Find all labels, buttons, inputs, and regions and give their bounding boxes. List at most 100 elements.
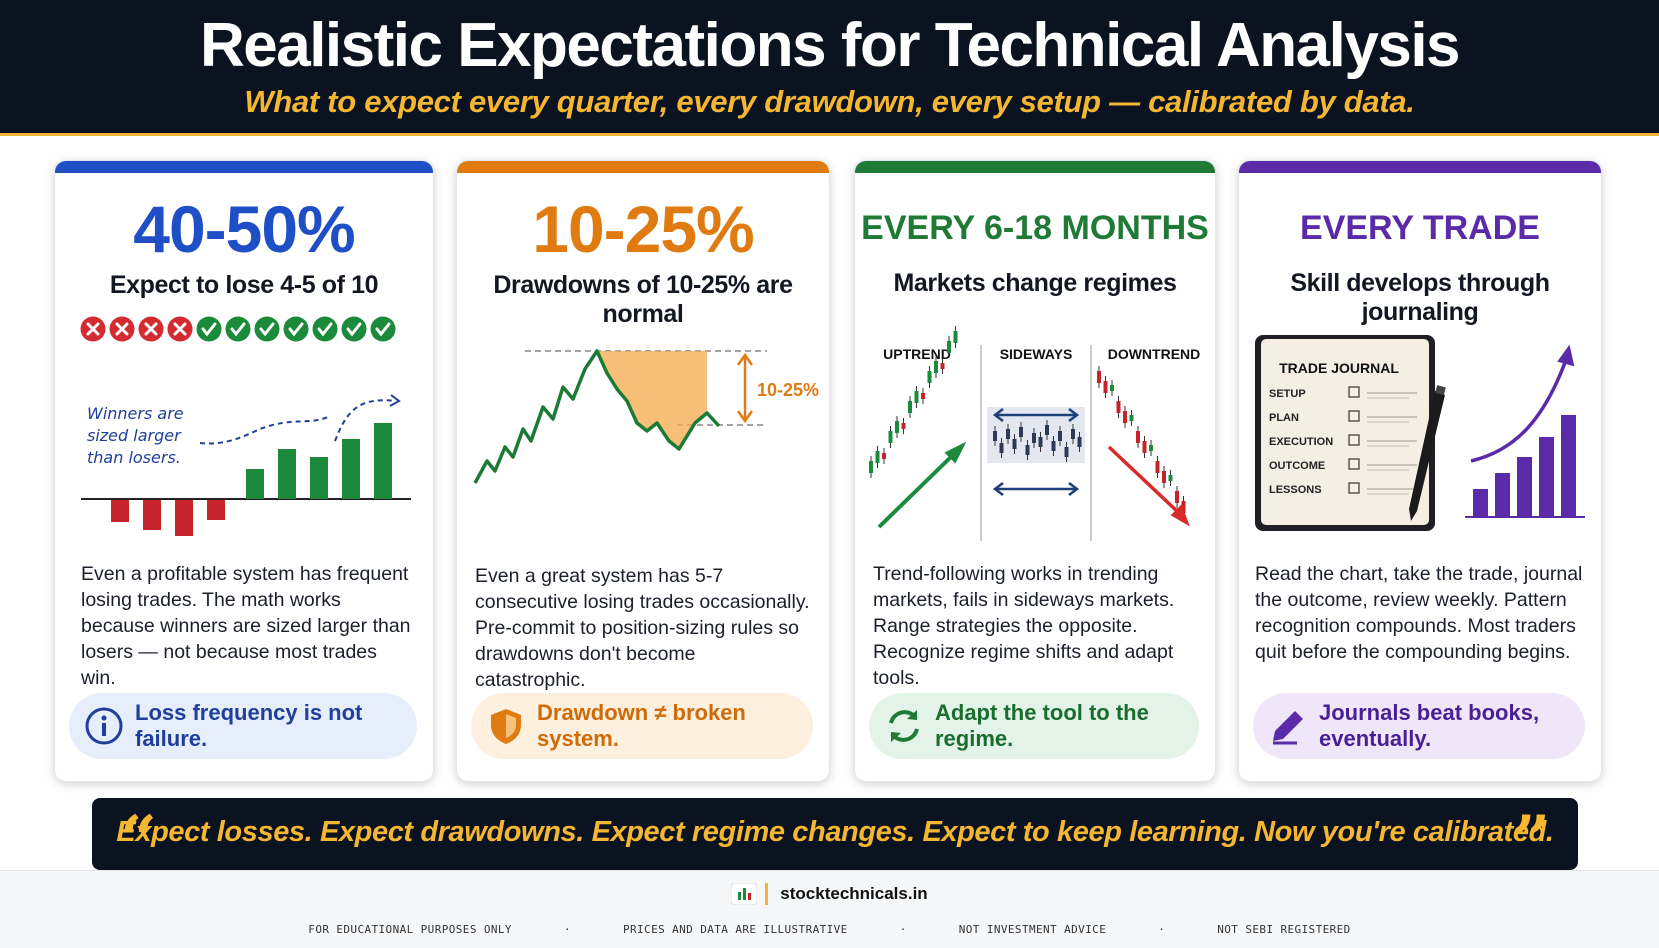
range-top-arrow: [992, 408, 1080, 422]
candle: [1012, 434, 1017, 454]
card-regimes: EVERY 6-18 MONTHS Markets change regimes…: [854, 160, 1216, 782]
candle: [1149, 440, 1153, 456]
shield-icon: [491, 709, 521, 744]
regime-illustration: UPTREND SIDEWAYS DOWNTREND: [869, 326, 1201, 541]
pill-text: Journals beat books, eventually.: [1319, 700, 1540, 751]
regime-label: SIDEWAYS: [1000, 346, 1073, 362]
candle: [908, 396, 912, 418]
equity-curve: [473, 349, 721, 484]
candle: [1155, 456, 1160, 478]
candle: [993, 426, 997, 446]
svg-text:PLAN: PLAN: [1269, 412, 1299, 424]
card-body: Read the chart, take the trade, journal …: [1255, 563, 1583, 663]
drawdown-illustration: 10-25%: [473, 349, 819, 484]
card-stat: EVERY TRADE: [1300, 209, 1540, 247]
annotation-line: than losers.: [87, 448, 181, 467]
card-loss-frequency: 40-50% Expect to lose 4-5 of 10 Winners …: [54, 160, 434, 782]
candle: [1142, 436, 1147, 458]
win-check-icon: [370, 316, 396, 342]
win-check-icon: [283, 316, 309, 342]
win-bar: [310, 457, 328, 499]
page-subtitle: What to expect every quarter, every draw…: [244, 84, 1415, 119]
disclaimer-separator: ·: [563, 923, 571, 936]
svg-text:LESSONS: LESSONS: [1269, 484, 1322, 496]
card-accent-bar: [457, 161, 829, 173]
growth-bar: [1473, 489, 1488, 517]
close-quote-icon: ”: [1513, 802, 1550, 877]
candle: [1019, 422, 1023, 442]
candle: [1077, 432, 1082, 452]
candle: [1136, 426, 1140, 448]
footer-disclaimers: FOR EDUCATIONAL PURPOSES ONLY · PRICES A…: [0, 923, 1659, 936]
journal-illustration: TRADE JOURNAL SETUP PLAN EXECUTION OUTCOME L…: [1255, 335, 1585, 531]
brand-name[interactable]: stocktechnicals.in: [780, 884, 928, 903]
loss-x-icon: [80, 316, 106, 342]
brand-divider: [765, 883, 769, 905]
candle: [1071, 424, 1075, 444]
growth-bar: [1561, 415, 1576, 517]
pill-text: Loss frequency is not failure.: [135, 700, 363, 751]
growth-bar: [1517, 457, 1532, 517]
svg-text:EXECUTION: EXECUTION: [1269, 436, 1333, 448]
candle: [1123, 406, 1127, 428]
candle: [1038, 432, 1043, 452]
card-body: Trend-following works in trending market…: [873, 563, 1175, 689]
range-label: 10-25%: [757, 380, 819, 400]
win-bar: [342, 439, 360, 499]
win-check-icon: [254, 316, 280, 342]
card-accent-bar: [1239, 161, 1601, 173]
card-takeaway-pill: Drawdown ≠ broken system.: [471, 693, 813, 759]
loss-bar: [207, 500, 225, 520]
annotation-arrow: [199, 399, 396, 445]
loss-bar: [175, 500, 193, 536]
candle: [1006, 424, 1010, 444]
card-takeaway-pill: Journals beat books, eventually.: [1253, 693, 1585, 759]
disclaimer-separator: ·: [1158, 923, 1166, 936]
disclaimer-separator: ·: [899, 923, 907, 936]
disclaimer-item: PRICES AND DATA ARE ILLUSTRATIVE: [622, 923, 848, 936]
candle: [1168, 470, 1173, 486]
win-bar: [374, 423, 392, 499]
win-check-icon: [341, 316, 367, 342]
open-quote-icon: “: [120, 802, 157, 877]
card-stat: EVERY 6-18 MONTHS: [861, 209, 1209, 247]
loss-bar: [143, 500, 161, 530]
win-bar: [246, 469, 264, 499]
card-accent-bar: [855, 161, 1215, 173]
uptrend-candles: [869, 326, 958, 478]
candle: [882, 448, 886, 464]
candle: [914, 386, 919, 408]
loss-x-icon: [109, 316, 135, 342]
downtrend-arrow: [1107, 445, 1181, 515]
drawdown-area: [597, 351, 707, 449]
journal-row: PLAN: [1269, 410, 1417, 424]
growth-bar: [1539, 437, 1554, 517]
win-check-icon: [312, 316, 338, 342]
disclaimer-item: NOT SEBI REGISTERED: [1217, 923, 1351, 936]
chart-logo-icon: [731, 883, 758, 905]
pen-illustration: [1409, 391, 1445, 521]
candle: [940, 358, 945, 374]
candle: [947, 336, 951, 358]
candle: [1110, 380, 1114, 396]
card-takeaway-pill: Adapt the tool to the regime.: [869, 693, 1199, 759]
pill-text: Drawdown ≠ broken system.: [537, 700, 746, 751]
svg-text:SETUP: SETUP: [1269, 388, 1306, 400]
pen-icon: [1273, 711, 1303, 745]
candle: [901, 418, 906, 434]
header-banner: Realistic Expectations for Technical Ana…: [0, 0, 1659, 136]
journal-row: LESSONS: [1269, 482, 1417, 496]
card-body: Even a profitable system has frequent lo…: [81, 563, 411, 689]
candle: [1162, 466, 1166, 488]
regime-label: DOWNTREND: [1108, 346, 1201, 362]
card-subtitle: Drawdowns of 10-25% are normal: [493, 271, 793, 328]
candle: [1032, 428, 1036, 448]
quote-text: Expect losses. Expect drawdowns. Expect …: [116, 816, 1554, 848]
page-title: Realistic Expectations for Technical Ana…: [199, 11, 1461, 80]
card-drawdowns: 10-25% Drawdowns of 10-25% are normal 10…: [456, 160, 830, 782]
candle: [869, 456, 873, 478]
card-subtitle: Skill develops through journaling: [1290, 269, 1550, 326]
downtrend-candles: [1097, 366, 1186, 518]
card-subtitle: Markets change regimes: [893, 269, 1177, 297]
candle: [1025, 440, 1030, 460]
